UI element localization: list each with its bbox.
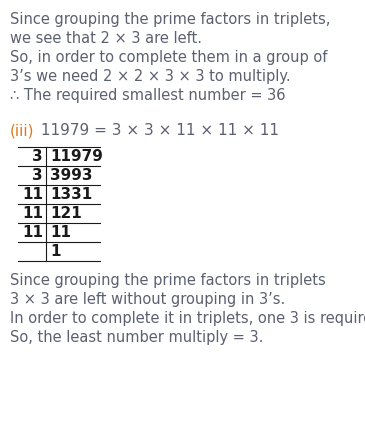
Text: 11979: 11979: [50, 149, 103, 164]
Text: 3: 3: [32, 149, 43, 164]
Text: So, the least number multiply = 3.: So, the least number multiply = 3.: [10, 330, 264, 345]
Text: 11: 11: [22, 225, 43, 240]
Text: 3 × 3 are left without grouping in 3’s.: 3 × 3 are left without grouping in 3’s.: [10, 292, 285, 307]
Text: 3: 3: [32, 168, 43, 183]
Text: 3993: 3993: [50, 168, 92, 183]
Text: 1: 1: [50, 244, 61, 259]
Text: we see that 2 × 3 are left.: we see that 2 × 3 are left.: [10, 31, 202, 46]
Text: 1331: 1331: [50, 187, 92, 202]
Text: 3’s we need 2 × 2 × 3 × 3 to multiply.: 3’s we need 2 × 2 × 3 × 3 to multiply.: [10, 69, 291, 84]
Text: 11979 = 3 × 3 × 11 × 11 × 11: 11979 = 3 × 3 × 11 × 11 × 11: [36, 123, 279, 138]
Text: ∴ The required smallest number = 36: ∴ The required smallest number = 36: [10, 88, 285, 103]
Text: 11: 11: [22, 187, 43, 202]
Text: 11: 11: [22, 206, 43, 221]
Text: So, in order to complete them in a group of: So, in order to complete them in a group…: [10, 50, 327, 65]
Text: In order to complete it in triplets, one 3 is required.: In order to complete it in triplets, one…: [10, 311, 365, 326]
Text: Since grouping the prime factors in triplets,: Since grouping the prime factors in trip…: [10, 12, 330, 27]
Text: 11: 11: [50, 225, 71, 240]
Text: (iii): (iii): [10, 123, 35, 138]
Text: 121: 121: [50, 206, 82, 221]
Text: Since grouping the prime factors in triplets: Since grouping the prime factors in trip…: [10, 273, 326, 288]
